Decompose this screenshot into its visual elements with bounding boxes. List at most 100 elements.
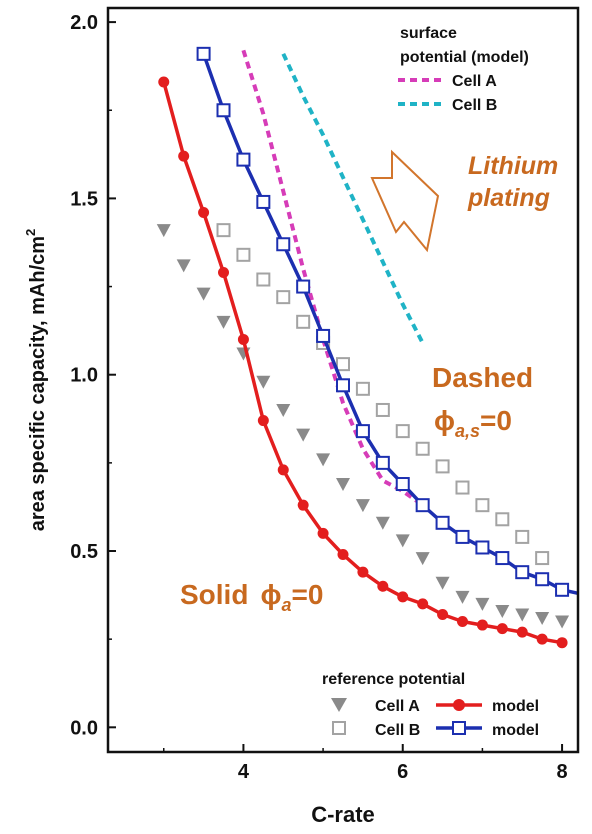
cell-a-model-point <box>237 333 249 345</box>
cell-a-reference-point <box>475 597 490 611</box>
cell-a-model-point <box>437 608 449 620</box>
cell-a-model-point <box>257 415 269 427</box>
cell-b-model-point <box>355 424 370 439</box>
legend-cell-a-marker-label: Cell A <box>375 698 420 715</box>
cell-a-reference-point <box>176 259 191 273</box>
legend-cell-b-model-label: model <box>492 722 539 739</box>
cell-a-reference-point <box>336 478 350 492</box>
cell-a-reference-point <box>216 315 231 329</box>
dashed-phi: ϕ <box>434 405 455 436</box>
dashed-annotation-equation: ϕa,s=0 <box>434 405 512 441</box>
cell-b-reference-point <box>355 381 370 396</box>
legend-reference-title: reference potential <box>322 671 465 688</box>
cell-b-reference-point <box>435 459 450 474</box>
cell-b-model-point <box>555 582 570 597</box>
cell-b-reference-point <box>375 402 390 417</box>
cell-a-model-point <box>317 527 329 539</box>
y-tick-label: 1.0 <box>70 365 98 387</box>
cell-b-reference-point <box>455 480 470 495</box>
cell-b-model-point <box>296 279 311 294</box>
cell-a-model-point <box>456 616 468 628</box>
x-tick-label: 6 <box>397 761 408 783</box>
legend-cell-b-label: Cell B <box>452 97 497 114</box>
y-axis-label-superscript: 2 <box>23 229 38 236</box>
legend-cell-b-marker <box>332 721 346 735</box>
cell-b-model-point <box>256 194 271 209</box>
cell-b-reference-point <box>495 512 510 527</box>
cell-a-model-point <box>337 549 349 561</box>
cell-a-reference-point <box>535 612 550 626</box>
y-tick-label: 0.5 <box>70 541 98 563</box>
data-layer <box>156 46 579 649</box>
cell-a-reference-point <box>395 534 410 548</box>
cell-b-reference-point <box>535 551 550 566</box>
cell-b-reference-point <box>296 314 311 329</box>
y-tick-label: 0.0 <box>70 717 98 739</box>
x-tick-label: 8 <box>557 761 568 783</box>
cell-a-reference-point <box>375 516 390 530</box>
cell-a-model-point <box>357 566 369 578</box>
cell-b-model-line <box>201 53 579 596</box>
dashed-equals: =0 <box>480 405 512 436</box>
legend-cell-b-marker-label: Cell B <box>375 722 420 739</box>
surface-dashed-line-cell-b <box>281 52 425 344</box>
cell-b-model-point <box>336 378 350 393</box>
cell-a-reference-point <box>355 499 370 513</box>
cell-a-model-point <box>516 626 528 638</box>
cell-a-model-point <box>556 637 568 649</box>
cell-b-model-point <box>316 328 331 343</box>
solid-word: Solid <box>180 579 248 610</box>
lithium-plating-line2: plating <box>467 184 550 212</box>
cell-a-model-point <box>417 598 429 610</box>
ticks-layer: 0.0 0.5 1.0 1.5 2.0 4 6 8 <box>70 12 567 783</box>
legend-cell-a-model-label: model <box>492 698 539 715</box>
cell-a-model-point <box>496 623 508 635</box>
cell-b-model-point <box>435 515 450 530</box>
y-tick-label: 2.0 <box>70 12 98 34</box>
cell-b-model-point <box>216 103 231 118</box>
cell-a-model-point <box>536 633 548 645</box>
cell-a-reference-point <box>196 287 211 301</box>
cell-a-reference-point <box>276 403 291 417</box>
x-axis-label: C-rate <box>311 802 375 827</box>
cell-a-model-point <box>158 76 170 88</box>
cell-b-model-point <box>236 152 251 167</box>
dashed-subscript: a,s <box>455 421 480 441</box>
lithium-plating-line1: Lithium <box>468 152 558 180</box>
cell-b-model-point <box>395 477 410 492</box>
cell-b-model-point <box>276 237 291 252</box>
cell-b-reference-point <box>276 290 291 305</box>
legend-cell-b-model-marker <box>452 721 466 735</box>
legend-surface-title-line2: potential (model) <box>400 49 529 66</box>
cell-a-reference-point <box>156 224 171 238</box>
solid-subscript: a <box>281 595 291 615</box>
cell-a-reference-point <box>296 428 311 442</box>
cell-b-reference-point <box>336 357 350 372</box>
y-axis-label-main: area specific capacity, mAh/cm <box>27 236 49 531</box>
cell-a-model-point <box>297 499 309 511</box>
cell-b-model-point <box>375 455 390 470</box>
cell-b-reference-point <box>216 223 231 238</box>
legend-cell-a-model-marker <box>453 699 465 711</box>
y-axis-label: area specific capacity, mAh/cm2 <box>23 229 49 532</box>
cell-a-reference-point <box>316 453 331 467</box>
solid-equals: =0 <box>291 579 323 610</box>
cell-a-reference-point <box>415 552 430 566</box>
plating-arrow-icon <box>370 149 440 253</box>
cell-b-reference-point <box>475 498 490 513</box>
y-tick-label: 1.5 <box>70 188 98 210</box>
legend-surface-potential: surface potential (model) Cell A Cell B <box>398 25 529 114</box>
cell-b-model-point <box>196 46 211 61</box>
solid-annotation: Solid ϕa=0 <box>180 579 323 615</box>
cell-b-model-point <box>535 572 550 587</box>
cell-a-reference-point <box>435 576 450 590</box>
x-tick-label: 4 <box>238 761 250 783</box>
cell-a-model-point <box>397 591 409 603</box>
cell-b-model-point <box>515 565 530 580</box>
dashed-annotation-word: Dashed <box>432 362 533 393</box>
cell-a-model-point <box>476 619 488 631</box>
cell-a-model-point <box>277 464 289 476</box>
cell-b-model-point <box>475 540 490 555</box>
legend-cell-a-label: Cell A <box>452 73 497 90</box>
